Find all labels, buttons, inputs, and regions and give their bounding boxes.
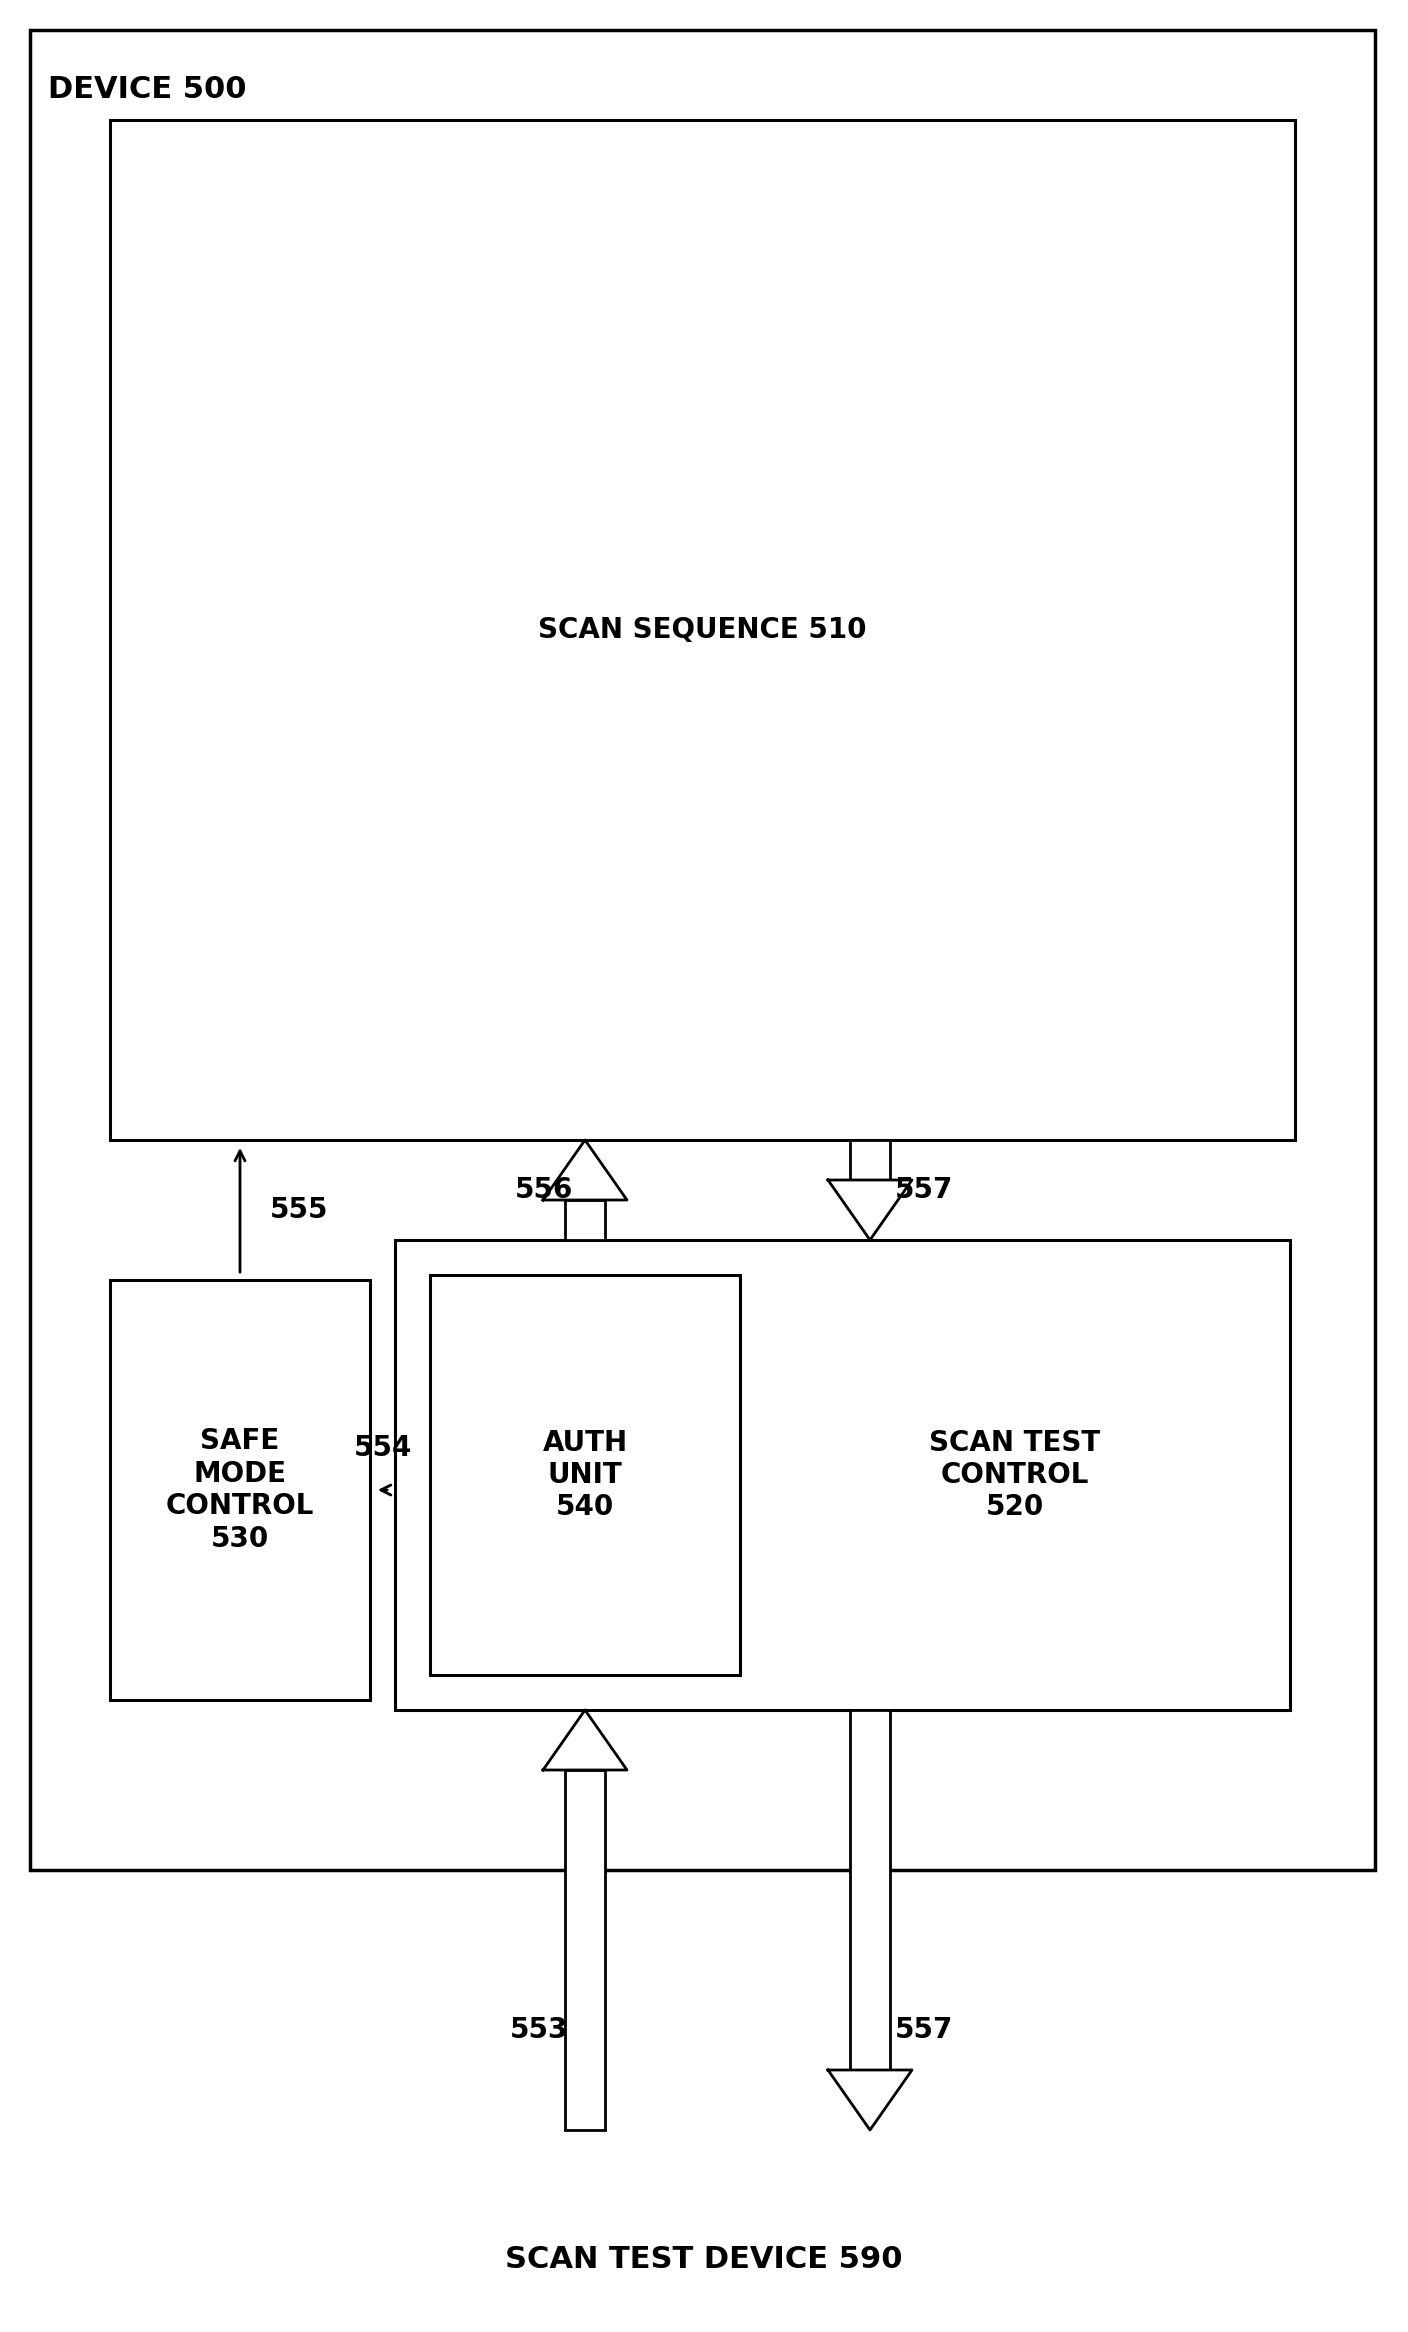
Text: DEVICE 500: DEVICE 500 — [48, 75, 246, 105]
Bar — [565, 1770, 605, 2129]
Text: 553: 553 — [510, 2015, 569, 2045]
Text: 555: 555 — [270, 1196, 328, 1224]
Text: 556: 556 — [515, 1175, 573, 1203]
Text: SCAN SEQUENCE 510: SCAN SEQUENCE 510 — [538, 616, 867, 644]
Text: SAFE
MODE
CONTROL
530: SAFE MODE CONTROL 530 — [166, 1427, 314, 1553]
Text: 557: 557 — [895, 1175, 953, 1203]
Bar — [396, 1241, 1290, 1709]
Polygon shape — [543, 1709, 627, 1770]
Text: AUTH
UNIT
540: AUTH UNIT 540 — [542, 1430, 628, 1520]
Polygon shape — [828, 1180, 912, 1241]
Text: 554: 554 — [353, 1434, 411, 1462]
Bar — [850, 1140, 890, 1180]
Text: SCAN TEST
CONTROL
520: SCAN TEST CONTROL 520 — [929, 1430, 1101, 1520]
Polygon shape — [543, 1140, 627, 1201]
Polygon shape — [828, 2071, 912, 2129]
Text: 557: 557 — [895, 2015, 953, 2045]
Bar — [850, 1709, 890, 2071]
Bar — [429, 1276, 741, 1674]
Bar — [110, 119, 1295, 1140]
Text: SCAN TEST DEVICE 590: SCAN TEST DEVICE 590 — [505, 2246, 903, 2274]
Bar — [565, 1201, 605, 1241]
Bar — [30, 30, 1376, 1870]
Bar — [110, 1280, 370, 1700]
